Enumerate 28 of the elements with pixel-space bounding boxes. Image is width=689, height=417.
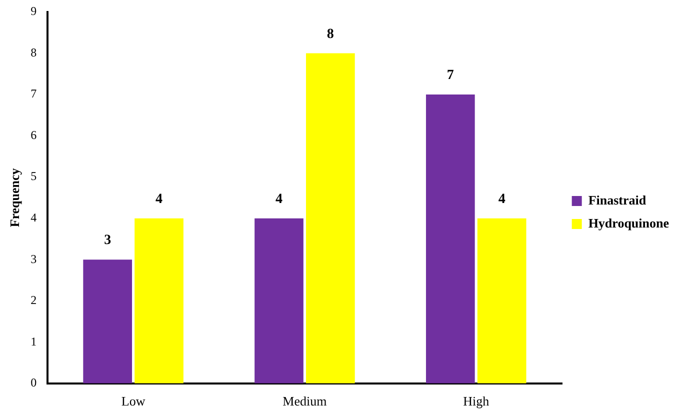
data-label: 4 <box>156 192 163 207</box>
y-tick-label: 3 <box>30 252 37 266</box>
data-label: 8 <box>326 26 334 42</box>
bar <box>426 94 475 384</box>
bar <box>134 218 184 384</box>
y-tick-label: 6 <box>30 128 37 142</box>
y-tick-label: 4 <box>30 210 37 224</box>
y-tick-label: 2 <box>30 293 37 308</box>
bar <box>306 53 355 384</box>
data-label: 3 <box>104 233 112 248</box>
y-tick-label: 8 <box>30 45 37 60</box>
data-label: 4 <box>276 192 282 207</box>
legend-label: Hydroquinone <box>588 215 670 230</box>
y-tick-label: 9 <box>30 4 37 18</box>
legend-label: Finastraid <box>588 192 647 208</box>
x-tick-label: Medium <box>282 394 327 409</box>
y-tick-label: 7 <box>30 86 37 101</box>
y-tick-label: 1 <box>30 334 37 348</box>
y-tick-label: 0 <box>30 376 37 390</box>
x-tick-label: High <box>463 394 490 409</box>
y-axis-title: Frequency <box>7 168 22 228</box>
data-label: 4 <box>498 192 506 207</box>
bar <box>83 260 132 384</box>
data-label: 7 <box>446 68 454 84</box>
y-tick-label: 5 <box>30 169 37 184</box>
bar <box>254 218 304 384</box>
bar <box>477 218 526 384</box>
x-tick-label: Low <box>121 394 146 409</box>
